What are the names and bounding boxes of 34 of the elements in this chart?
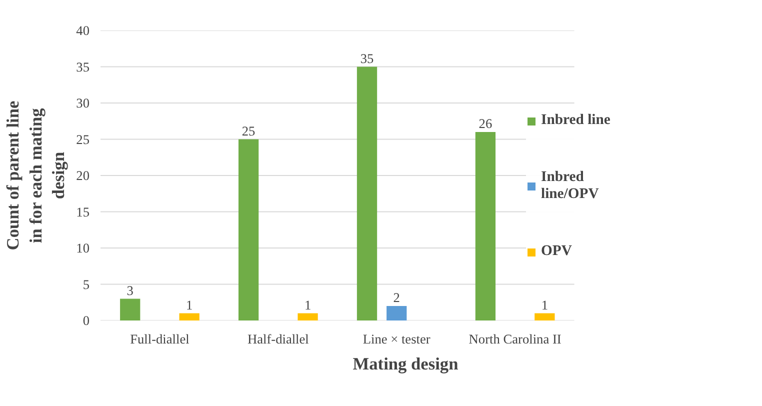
y-tick-label: 5 <box>82 276 90 292</box>
y-tick-label: 10 <box>76 240 90 256</box>
y-tick-label: 30 <box>76 96 90 110</box>
bar <box>238 139 259 320</box>
bar <box>356 66 378 320</box>
data-label: 35 <box>360 50 374 66</box>
y-tick-label: 35 <box>76 59 90 74</box>
legend-label: Inbred line/OPV <box>541 169 600 203</box>
data-label: 3 <box>126 282 134 298</box>
bar <box>534 313 555 320</box>
x-tick-label: Full-diallel <box>130 332 190 346</box>
x-tick-label: Half-diallel <box>247 332 310 346</box>
bar <box>120 298 140 320</box>
data-label: 2 <box>393 290 400 305</box>
y-tick-label: 15 <box>76 204 90 220</box>
y-tick-label: 0 <box>82 313 90 328</box>
data-label: 1 <box>304 297 312 312</box>
data-label: 1 <box>186 297 193 312</box>
x-tick-label: North Carolina II <box>468 332 562 346</box>
data-label: 25 <box>242 123 256 138</box>
bar <box>298 313 318 320</box>
y-tick-label: 40 <box>76 23 90 38</box>
bar <box>386 306 407 320</box>
data-label: 26 <box>478 116 492 131</box>
x-axis-title: Mating design <box>352 354 459 374</box>
y-tick-label: 20 <box>76 168 90 183</box>
bar <box>179 313 200 320</box>
y-axis-title: Count of parent line in for each mating design <box>4 100 68 250</box>
x-tick-label: Line × tester <box>362 332 431 346</box>
y-tick-label: 25 <box>76 132 90 147</box>
data-label: 1 <box>541 297 548 312</box>
legend-label: OPV <box>541 243 573 260</box>
bar <box>475 132 496 320</box>
legend-label: Inbred line <box>541 112 611 129</box>
